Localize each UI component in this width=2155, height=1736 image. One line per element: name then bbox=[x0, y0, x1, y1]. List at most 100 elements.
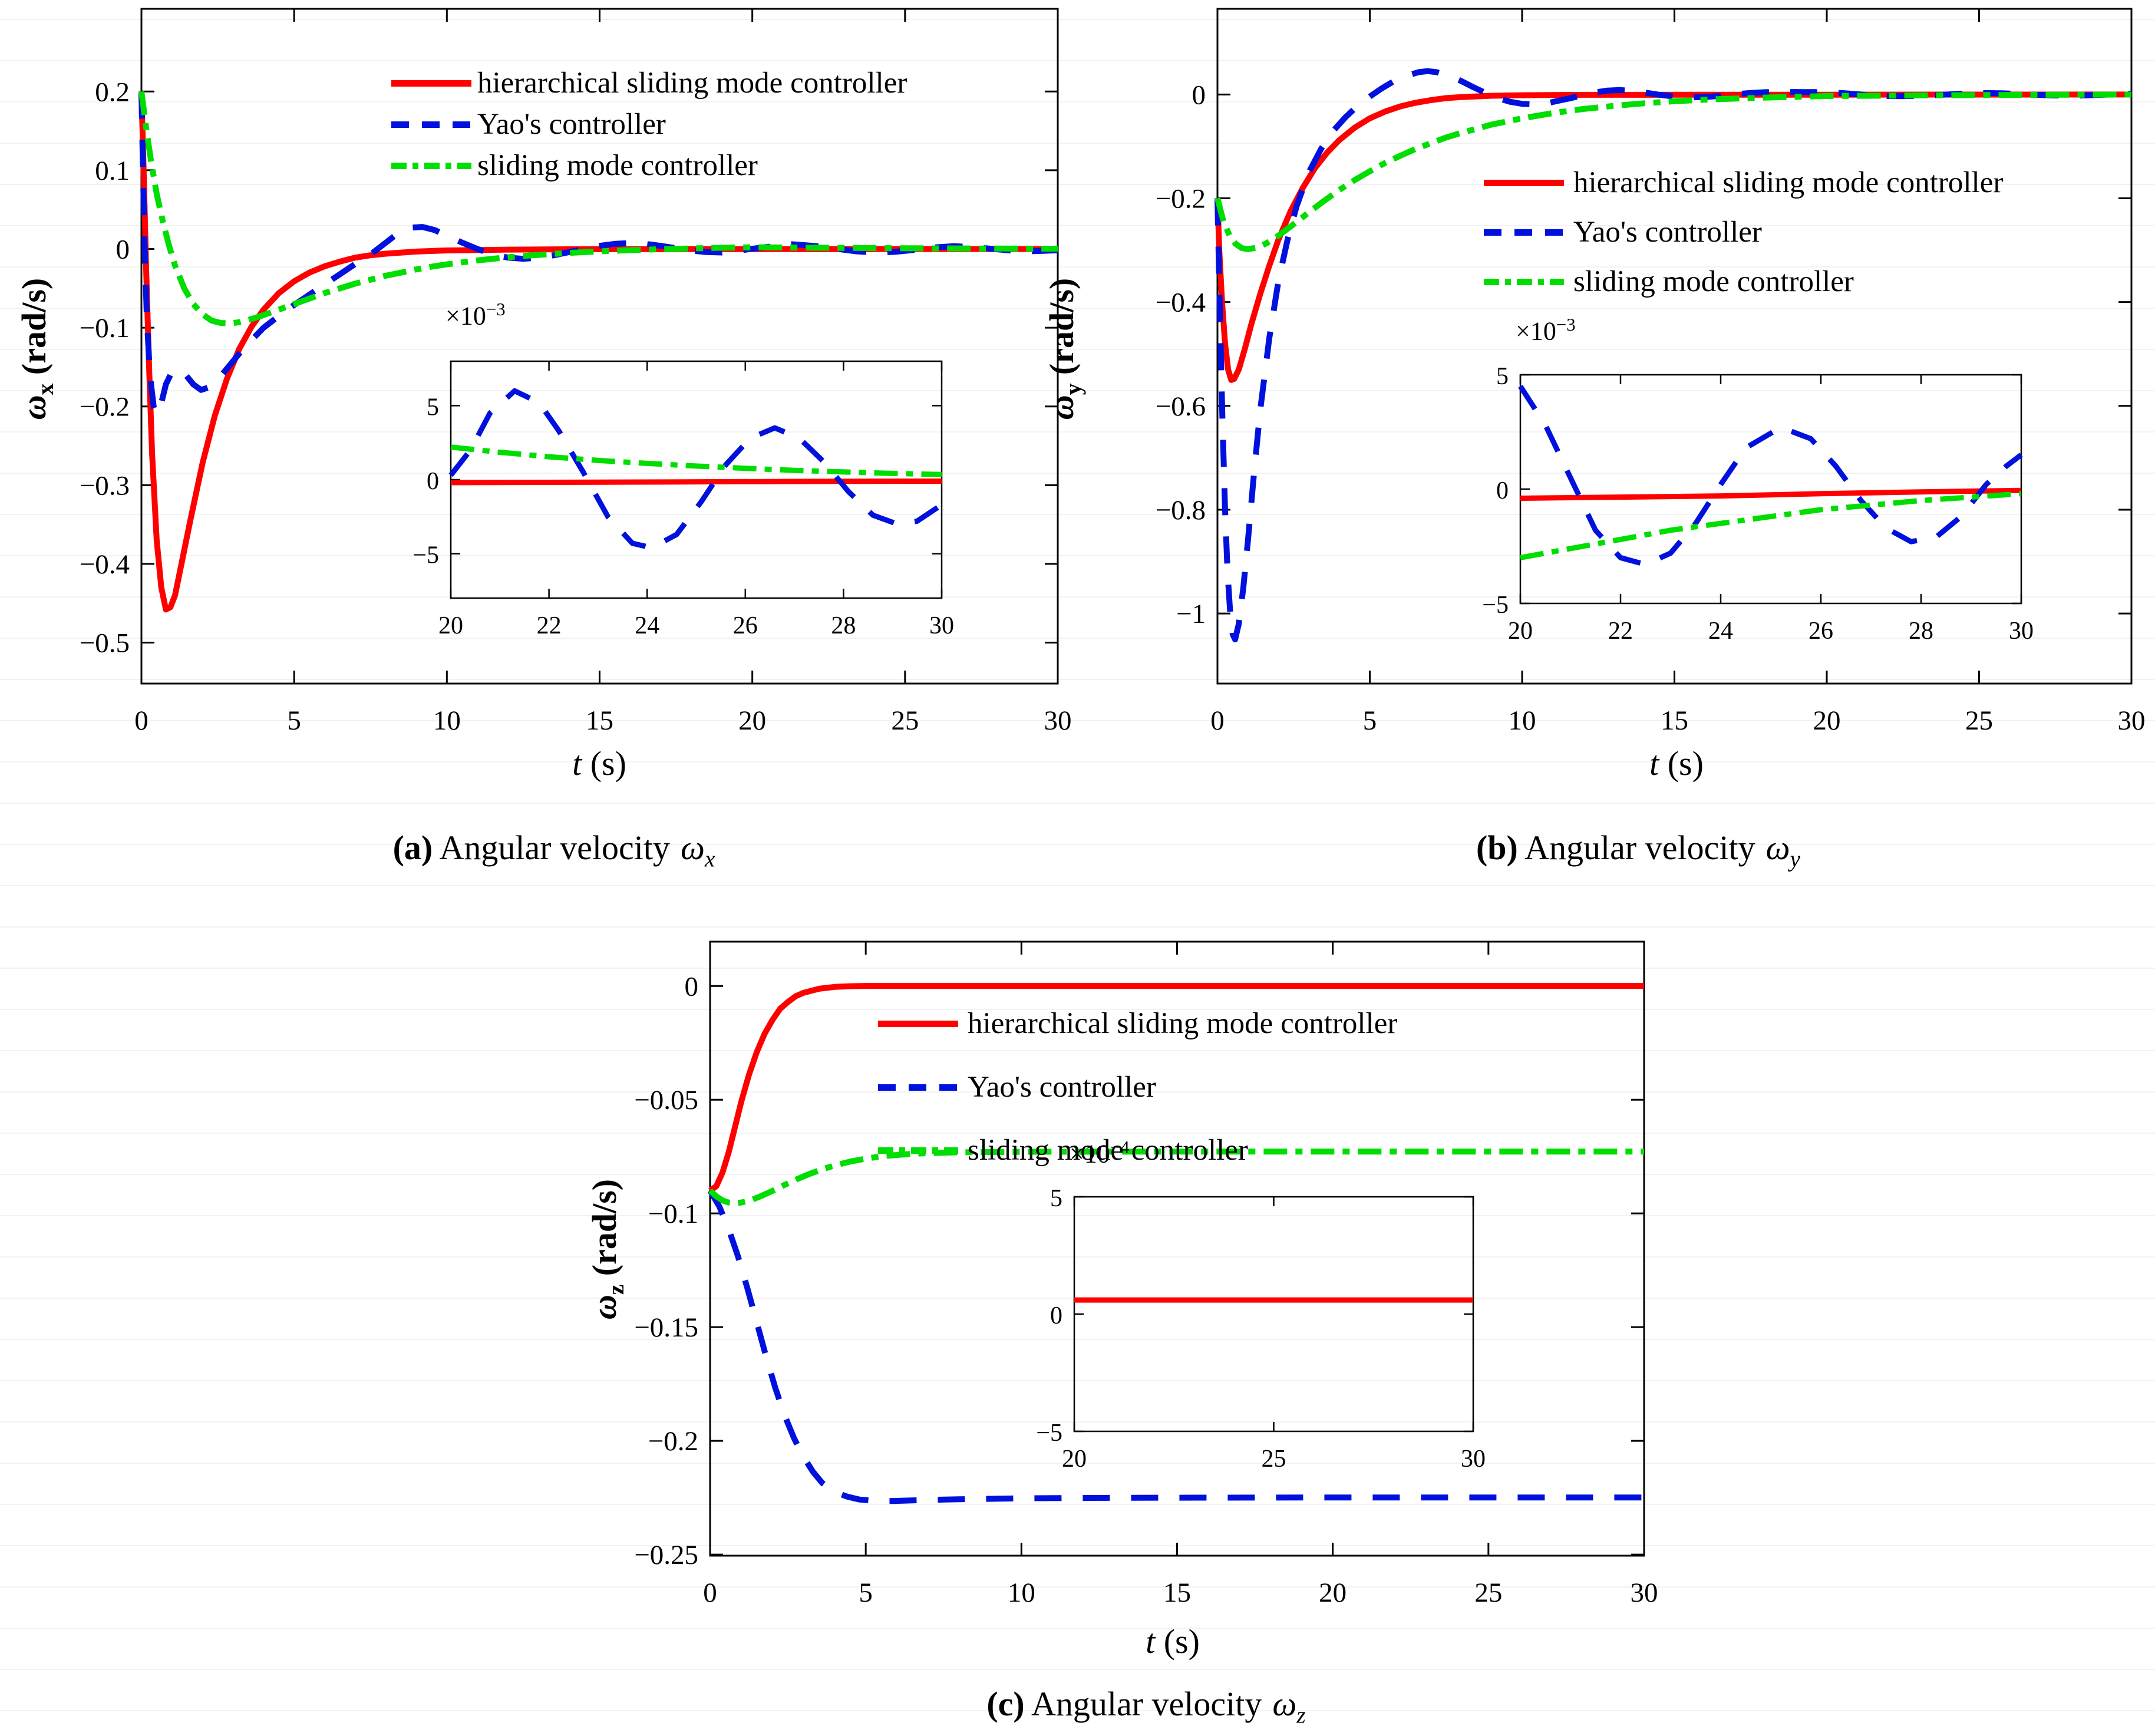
legend-item-sliding: sliding mode controller bbox=[878, 1131, 1248, 1169]
x-tick-label-a: 0 bbox=[134, 705, 148, 736]
legend-item-hierarchical: hierarchical sliding mode controller bbox=[1484, 164, 2003, 202]
caption-panel-a: (a) Angular velocity ωx bbox=[393, 828, 715, 873]
omega-symbol: ω bbox=[15, 395, 54, 420]
inset-exponent-label-c: ×10−4 bbox=[1070, 1137, 1130, 1169]
legend-label: sliding mode controller bbox=[1573, 265, 1854, 298]
y-tick-label-a-inset: −5 bbox=[412, 542, 439, 569]
time-variable: t bbox=[1146, 1622, 1156, 1661]
x-tick-label-c: 15 bbox=[1163, 1577, 1191, 1608]
series-b-inset-sliding bbox=[1520, 491, 2022, 560]
legend-item-sliding: sliding mode controller bbox=[391, 147, 758, 184]
y-tick-label-a: −0.3 bbox=[80, 470, 130, 501]
x-tick-label-b-inset: 28 bbox=[1909, 618, 1933, 645]
exponent-base: ×10 bbox=[445, 301, 486, 331]
x-tick-label-b: 5 bbox=[1363, 705, 1377, 736]
y-axis-subscript: y bbox=[1060, 383, 1086, 395]
plot-box-c-inset bbox=[1073, 1196, 1474, 1433]
x-tick-label-a: 30 bbox=[1044, 705, 1072, 736]
caption-index: (a) bbox=[392, 829, 433, 867]
x-tick-label-c-inset: 30 bbox=[1461, 1445, 1486, 1473]
x-axis-label-b: t (s) bbox=[1649, 744, 1704, 783]
time-unit: (s) bbox=[1155, 1622, 1200, 1661]
series-a-hierarchical bbox=[138, 91, 1058, 613]
y-tick-label-a: −0.5 bbox=[80, 628, 130, 659]
legend-item-sliding: sliding mode controller bbox=[1484, 263, 1854, 301]
x-tick-label-b: 20 bbox=[1813, 705, 1841, 736]
y-tick-label-b: −0.4 bbox=[1156, 288, 1206, 318]
x-tick-label-a: 10 bbox=[433, 705, 461, 736]
x-tick-label-c: 0 bbox=[703, 1577, 717, 1608]
series-b-yao bbox=[1215, 68, 2132, 643]
y-tick-label-c: 0 bbox=[685, 971, 699, 1002]
y-tick-label-c: −0.1 bbox=[648, 1199, 698, 1229]
legend-label: hierarchical sliding mode controller bbox=[968, 1007, 1398, 1040]
legend-line-dashed bbox=[878, 1084, 958, 1091]
exponent-power: −3 bbox=[486, 299, 506, 319]
x-tick-label-c: 20 bbox=[1319, 1577, 1347, 1608]
caption-panel-c: (c) Angular velocity ωz bbox=[986, 1684, 1305, 1729]
y-tick-label-a: −0.4 bbox=[80, 549, 130, 580]
caption-subscript-letter: z bbox=[1296, 1702, 1306, 1728]
x-tick-label-c: 25 bbox=[1474, 1577, 1502, 1608]
time-variable: t bbox=[572, 744, 582, 783]
series-b-inset-yao bbox=[1518, 384, 2023, 567]
inset-exponent-label-a: ×10−3 bbox=[445, 299, 506, 331]
exponent-base: ×10 bbox=[1070, 1139, 1110, 1169]
legend-item-hierarchical: hierarchical sliding mode controller bbox=[391, 64, 907, 102]
series-a-inset-sliding bbox=[450, 444, 942, 477]
omega-symbol: ω bbox=[585, 1295, 624, 1320]
y-tick-label-b-inset: 0 bbox=[1496, 477, 1509, 504]
x-tick-label-a: 15 bbox=[586, 705, 613, 736]
x-tick-label-b-inset: 22 bbox=[1608, 618, 1633, 645]
y-tick-label-a: −0.1 bbox=[80, 313, 130, 344]
x-tick-label-a-inset: 28 bbox=[831, 612, 856, 639]
legend-line-solid bbox=[878, 1020, 958, 1027]
time-unit: (s) bbox=[582, 744, 626, 783]
caption-text: Angular velocity bbox=[1024, 1685, 1262, 1723]
legend-label: Yao's controller bbox=[1573, 216, 1762, 249]
series-a-sliding bbox=[138, 91, 1058, 326]
omega-symbol: ω bbox=[1272, 1685, 1297, 1723]
y-axis-subscript: x bbox=[32, 383, 58, 395]
series-c-hierarchical bbox=[708, 983, 1644, 1193]
legend-label: hierarchical sliding mode controller bbox=[477, 67, 907, 100]
x-tick-label-b: 10 bbox=[1509, 705, 1536, 736]
x-tick-label-b: 15 bbox=[1661, 705, 1688, 736]
caption-subscript: z bbox=[1296, 1702, 1305, 1728]
x-tick-label-b: 25 bbox=[1965, 705, 1993, 736]
y-tick-label-a: 0.1 bbox=[95, 156, 130, 186]
y-axis-label-b: ωy (rad/s) bbox=[1042, 278, 1087, 420]
y-tick-label-c-inset: 5 bbox=[1050, 1185, 1062, 1212]
y-tick-label-b: −0.2 bbox=[1156, 183, 1206, 214]
y-tick-label-c: −0.05 bbox=[634, 1085, 698, 1115]
x-axis-label-c: t (s) bbox=[1146, 1622, 1200, 1661]
series-b-sliding bbox=[1215, 91, 2132, 252]
caption-index: (b) bbox=[1476, 829, 1518, 867]
legend-label: Yao's controller bbox=[477, 108, 666, 141]
series-a-inset-hierarchical bbox=[450, 478, 942, 486]
x-tick-label-b-inset: 26 bbox=[1809, 618, 1833, 645]
y-tick-label-a-inset: 5 bbox=[427, 394, 439, 421]
x-tick-label-c-inset: 20 bbox=[1062, 1445, 1087, 1473]
y-tick-label-c: −0.25 bbox=[634, 1540, 698, 1570]
y-tick-label-b: 0 bbox=[1192, 80, 1206, 110]
caption-panel-b: (b) Angular velocity ωy bbox=[1476, 828, 1800, 873]
x-tick-label-a: 5 bbox=[287, 705, 301, 736]
exponent-power: −3 bbox=[1556, 315, 1576, 335]
x-tick-label-b-inset: 20 bbox=[1508, 618, 1533, 645]
omega-symbol: ω bbox=[1042, 395, 1081, 420]
exponent-power: −4 bbox=[1110, 1137, 1130, 1157]
caption-text: Angular velocity bbox=[1517, 829, 1755, 867]
exponent-base: ×10 bbox=[1516, 316, 1556, 346]
legend-item-yao: Yao's controller bbox=[1484, 213, 1762, 251]
x-tick-label-a: 20 bbox=[738, 705, 766, 736]
x-tick-label-a-inset: 26 bbox=[733, 612, 758, 639]
y-axis-unit: (rad/s) bbox=[15, 278, 54, 384]
x-axis-label-a: t (s) bbox=[572, 744, 626, 783]
inset-exponent-label-b: ×10−3 bbox=[1516, 315, 1576, 346]
legend-line-solid bbox=[1484, 179, 1564, 186]
x-tick-label-b: 30 bbox=[2118, 705, 2146, 736]
y-tick-label-c: −0.2 bbox=[648, 1426, 698, 1457]
series-b-inset-hierarchical bbox=[1520, 487, 2022, 501]
